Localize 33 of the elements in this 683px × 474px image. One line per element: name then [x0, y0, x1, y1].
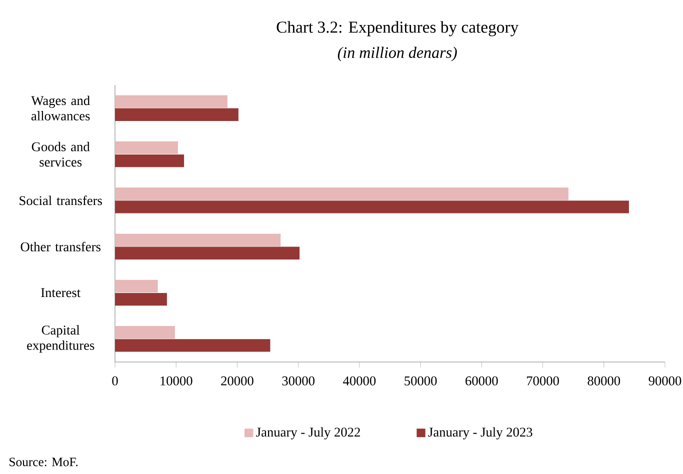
y-tick-label: Social transfers — [20, 196, 102, 206]
y-tick-label: Other transfers — [20, 242, 100, 252]
y-tick-label: Wages and allowances — [31, 96, 90, 120]
bar — [115, 326, 175, 339]
x-tick-label: 70000 — [526, 376, 559, 386]
x-tick-label: 80000 — [588, 376, 620, 386]
x-tick-label: 50000 — [404, 376, 437, 386]
bar — [115, 200, 629, 214]
x-tick-label: 60000 — [466, 376, 498, 386]
x-tick-label: 30000 — [282, 376, 314, 386]
y-tick-label: Capital expenditures — [27, 325, 94, 353]
y-tick-label: Interest — [41, 288, 81, 298]
x-tick-label: 10000 — [160, 376, 192, 386]
x-tick-label: 20000 — [221, 376, 254, 386]
bar — [115, 280, 158, 293]
legend-label: January - July 2022 — [256, 427, 360, 440]
bar — [115, 141, 178, 154]
bar — [115, 154, 184, 168]
x-tick-label: 90000 — [648, 376, 682, 386]
x-tick-label: 0 — [112, 376, 118, 386]
bar — [115, 292, 167, 306]
y-tick-label: Goods and services — [32, 142, 90, 167]
bar — [115, 234, 281, 246]
bar — [115, 339, 270, 352]
bar — [115, 95, 228, 108]
bar — [115, 188, 568, 200]
source-note: Source: MoF. — [10, 458, 78, 466]
x-tick-label: 40000 — [343, 376, 376, 386]
chart-subtitle: (in million denars) — [338, 46, 457, 62]
bar — [115, 108, 238, 121]
bar — [115, 246, 300, 260]
chart-title: Chart 3.2: Expenditures by category — [276, 21, 519, 36]
legend-label: January - July 2023 — [428, 427, 532, 440]
